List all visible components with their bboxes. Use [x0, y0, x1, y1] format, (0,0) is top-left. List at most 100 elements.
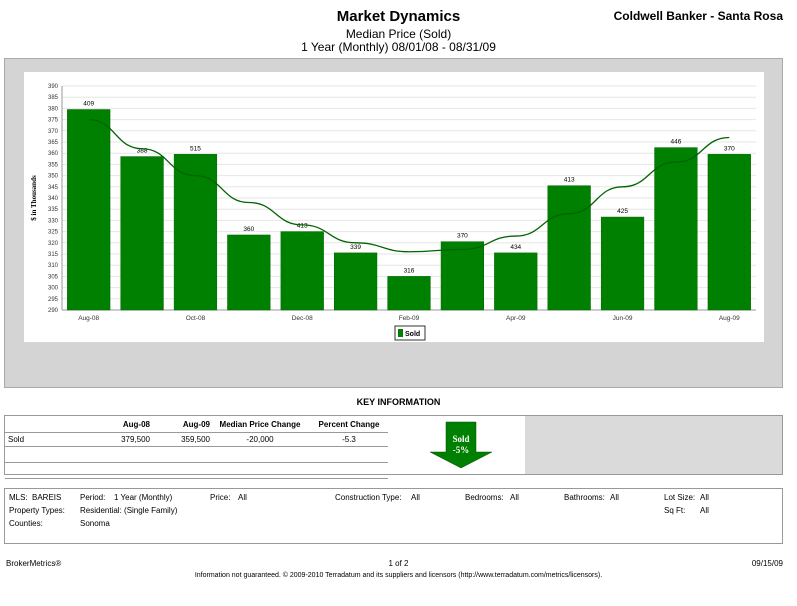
key-info-title: KEY INFORMATION [356, 397, 441, 407]
data-label: 388 [137, 148, 148, 155]
footer-product: BrokerMetrics® [6, 559, 62, 568]
key-info-table: Aug-08 Aug-09 Median Price Change Percen… [5, 418, 388, 479]
data-label: 316 [404, 267, 415, 274]
period-range: 1 Year (Monthly) 08/01/08 - 08/31/09 [301, 40, 496, 54]
cell-change: -20,000 [210, 432, 310, 447]
y-tick-label: 295 [48, 297, 59, 303]
arrow-value: -5% [453, 445, 470, 455]
y-axis-title: $ in Thousands [30, 175, 38, 221]
x-tick-label: Aug-09 [719, 315, 740, 322]
bar [600, 216, 645, 311]
page-subtitle: Median Price (Sold) [345, 27, 452, 41]
property-types-value: Residential: (Single Family) [80, 506, 178, 515]
mls-label: MLS: [9, 493, 28, 502]
counties-label: Counties: [9, 519, 43, 528]
cell-pct: -5.3 [310, 432, 388, 447]
x-tick-label: Jun-09 [613, 315, 633, 322]
data-label: 425 [617, 208, 628, 215]
data-label: 409 [83, 101, 94, 108]
mls-value: BAREIS [32, 493, 62, 502]
legend-swatch [398, 329, 403, 337]
key-header-aug09: Aug-09 [150, 418, 210, 433]
report-date: 09/15/09 [751, 559, 783, 568]
y-tick-label: 305 [48, 274, 59, 280]
data-label: 413 [564, 177, 575, 184]
construction-value: All [411, 493, 420, 502]
property-types-label: Property Types: [9, 506, 65, 515]
bathrooms-value: All [610, 493, 619, 502]
bar [707, 154, 751, 311]
blank-panel [525, 416, 782, 474]
median-price-chart: 290 295 300 305 310 315 320 325 330 335 340 345 350 3… [30, 84, 756, 341]
y-tick-label: 355 [48, 162, 59, 168]
bar [387, 276, 431, 311]
bedrooms-label: Bedrooms: [465, 493, 504, 502]
bathrooms-label: Bathrooms: [564, 493, 605, 502]
y-tick-label: 385 [48, 95, 59, 101]
legend-label: Sold [405, 331, 420, 338]
period-label: Period: [80, 493, 106, 502]
x-tick-label: Oct-08 [186, 315, 206, 322]
lot-size-value: All [700, 493, 709, 502]
sqft-label: Sq Ft: [664, 506, 686, 515]
key-header-pct: Percent Change [310, 418, 388, 433]
table-row: Sold 379,500 359,500 -20,000 -5.3 [5, 432, 388, 447]
y-tick-label: 360 [48, 151, 59, 157]
data-label: 446 [670, 139, 681, 146]
key-header-aug08: Aug-08 [75, 418, 150, 433]
data-label: 413 [297, 223, 308, 230]
x-tick-label: Aug-08 [78, 315, 99, 322]
bar [440, 241, 484, 311]
x-tick-label: Dec-08 [292, 315, 313, 322]
y-tick-label: 300 [48, 286, 59, 292]
y-tick-label: 380 [48, 106, 59, 112]
table-row-empty [5, 446, 388, 463]
construction-label: Construction Type: [335, 493, 402, 502]
y-tick-label: 350 [48, 174, 59, 180]
y-tick-label: 320 [48, 241, 59, 247]
bar [173, 154, 218, 311]
brokerage-name: Coldwell Banker - Santa Rosa [613, 9, 783, 23]
sqft-value: All [700, 506, 709, 515]
y-tick-label: 330 [48, 218, 59, 224]
data-label: 370 [724, 145, 735, 152]
cell-aug09: 359,500 [150, 432, 210, 447]
data-label: 370 [457, 233, 468, 240]
bar [120, 156, 164, 311]
data-label: 434 [510, 244, 521, 251]
period-value: 1 Year (Monthly) [114, 493, 173, 502]
data-label: 515 [190, 145, 201, 152]
trendline [88, 118, 730, 253]
price-label: Price: [210, 493, 231, 502]
page-title: Market Dynamics [336, 8, 461, 25]
price-value: All [238, 493, 247, 502]
search-criteria-box: MLS: BAREIS Period: 1 Year (Monthly) Pri… [4, 488, 783, 544]
y-tick-label: 365 [48, 140, 59, 146]
x-tick-label: Feb-09 [399, 315, 420, 322]
key-header-change: Median Price Change [210, 418, 310, 433]
key-header-label [5, 418, 75, 433]
row-label: Sold [5, 432, 75, 447]
bar [334, 252, 378, 311]
table-row-empty [5, 462, 388, 479]
data-label: 339 [350, 244, 361, 251]
y-tick-label: 340 [48, 196, 59, 202]
y-tick-label: 345 [48, 185, 59, 191]
y-tick-label: 370 [48, 129, 59, 135]
bar [67, 109, 111, 311]
page-number: 1 of 2 [388, 559, 409, 568]
y-tick-label: 310 [48, 263, 59, 269]
change-arrow-panel: Sold -5% [396, 416, 525, 474]
y-tick-label: 390 [48, 84, 59, 90]
y-tick-label: 375 [48, 118, 59, 124]
y-tick-label: 325 [48, 230, 59, 236]
bar [227, 234, 271, 311]
y-tick-label: 315 [48, 252, 59, 258]
y-tick-label: 290 [48, 308, 59, 314]
lot-size-label: Lot Size: [664, 493, 696, 502]
bar [547, 185, 591, 311]
counties-value: Sonoma [80, 519, 110, 528]
arrow-label: Sold [452, 434, 469, 444]
y-tick-label: 335 [48, 207, 59, 213]
x-tick-label: Apr-09 [506, 315, 526, 322]
